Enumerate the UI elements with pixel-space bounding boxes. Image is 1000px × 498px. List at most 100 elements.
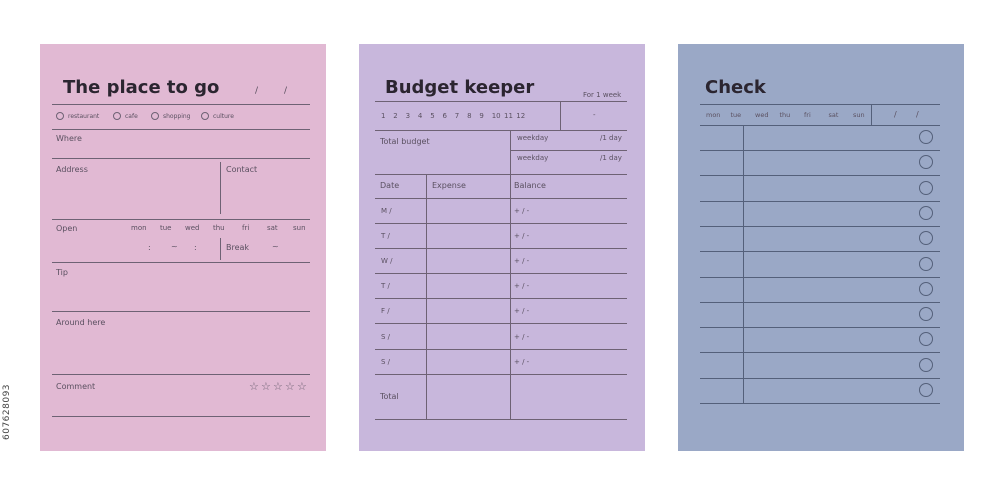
row-divider <box>700 327 940 329</box>
check-circle[interactable] <box>919 256 933 271</box>
day-label: sat <box>267 224 278 232</box>
month-number[interactable]: 10 <box>491 112 501 120</box>
day-label: sat <box>828 111 839 119</box>
row-divider <box>375 298 627 300</box>
check-circle[interactable] <box>919 307 933 322</box>
time-colon: : <box>194 243 197 252</box>
category-radio[interactable] <box>151 112 159 120</box>
weekday-unit: /1 day <box>600 134 622 142</box>
date-slash: / <box>255 86 259 96</box>
star-icon[interactable]: ☆ <box>249 380 259 393</box>
row-divider <box>700 175 940 177</box>
check-circle[interactable] <box>919 281 933 296</box>
day-label: mon <box>706 111 721 119</box>
category-radio[interactable] <box>56 112 64 120</box>
day-label: sun <box>853 111 865 119</box>
row-day: S / <box>381 357 391 366</box>
weekday-label: weekday <box>517 154 549 162</box>
month-number[interactable]: 12 <box>516 112 526 120</box>
row-balance: + / - <box>514 332 530 341</box>
day-label: fri <box>804 111 811 119</box>
address-label: Address <box>56 165 88 174</box>
category-label: cafe <box>125 113 138 120</box>
row-divider <box>700 301 940 303</box>
month-number[interactable]: 1 <box>381 112 386 120</box>
category-label: culture <box>213 113 234 120</box>
place-to-go-card: The place to go / / restaurant cafe shop… <box>40 44 326 451</box>
row-divider <box>375 248 627 250</box>
check-circle[interactable] <box>919 332 933 347</box>
row-divider <box>700 251 940 253</box>
column-header: Date <box>380 181 400 190</box>
card-title: Budget keeper <box>385 77 535 98</box>
star-icon[interactable]: ☆ <box>285 380 295 393</box>
row-balance: + / - <box>514 207 530 215</box>
where-label: Where <box>56 134 82 143</box>
row-day: T / <box>381 232 390 241</box>
check-circle[interactable] <box>919 180 933 195</box>
row-divider <box>375 223 627 224</box>
check-circle[interactable] <box>919 205 933 220</box>
row-balance: + / - <box>514 232 530 241</box>
check-circle[interactable] <box>919 383 933 397</box>
time-tilde: ~ <box>171 242 178 251</box>
month-number[interactable]: 6 <box>442 112 447 120</box>
open-label: Open <box>56 224 78 233</box>
row-divider <box>375 348 627 350</box>
check-circle[interactable] <box>919 155 933 170</box>
column-header: Balance <box>514 181 546 190</box>
column-header: Expense <box>432 181 466 190</box>
month-number[interactable]: 11 <box>504 112 513 120</box>
check-circle[interactable] <box>919 130 933 144</box>
month-number[interactable]: 4 <box>417 112 423 120</box>
row-day: F / <box>381 307 390 316</box>
check-circle[interactable] <box>919 231 933 246</box>
row-balance: + / - <box>514 257 530 266</box>
row-balance: + / - <box>514 357 530 366</box>
row-day: W / <box>381 257 393 266</box>
day-label: fri <box>242 224 250 232</box>
star-icon[interactable]: ☆ <box>273 380 283 393</box>
range-mark: - <box>593 111 596 119</box>
check-circle[interactable] <box>919 357 933 372</box>
row-day: T / <box>381 282 390 291</box>
total-label: Total <box>380 392 399 401</box>
period-label: For 1 week <box>583 91 622 99</box>
month-number[interactable]: 7 <box>454 112 460 120</box>
row-balance: + / - <box>514 307 530 316</box>
month-number[interactable]: 9 <box>479 112 484 120</box>
day-label: thu <box>213 224 225 232</box>
month-number[interactable]: 2 <box>393 112 398 120</box>
category-label: restaurant <box>68 113 100 120</box>
month-number[interactable]: 5 <box>430 112 435 120</box>
row-balance: + / - <box>514 282 530 291</box>
day-label: wed <box>185 224 200 232</box>
date-slash: / <box>284 86 288 96</box>
row-day: S / <box>381 332 391 341</box>
card-title: The place to go <box>63 77 220 98</box>
day-label: tue <box>730 111 742 119</box>
category-radio[interactable] <box>113 112 121 120</box>
row-divider <box>700 403 940 404</box>
comment-label: Comment <box>56 382 96 391</box>
break-tilde: ~ <box>272 242 279 251</box>
row-divider <box>375 373 627 375</box>
weekday-label: weekday <box>517 134 549 142</box>
star-icon[interactable]: ☆ <box>297 380 307 393</box>
star-icon[interactable]: ☆ <box>261 380 271 393</box>
row-divider <box>700 377 940 379</box>
date-slash: / <box>894 110 897 119</box>
day-label: tue <box>160 224 172 232</box>
tip-label: Tip <box>56 268 68 277</box>
row-divider <box>375 273 627 275</box>
total-budget-label: Total budget <box>380 137 430 146</box>
month-number[interactable]: 8 <box>467 112 472 120</box>
day-label: wed <box>755 111 769 119</box>
row-day: M / <box>381 207 392 215</box>
month-number[interactable]: 3 <box>405 112 411 120</box>
category-radio[interactable] <box>201 112 209 120</box>
side-id: 607628093 <box>2 383 12 440</box>
break-label: Break <box>226 243 250 252</box>
check-card: Check mon tue wed thu fri sat sun / / <box>678 44 964 451</box>
row-divider <box>700 225 940 227</box>
